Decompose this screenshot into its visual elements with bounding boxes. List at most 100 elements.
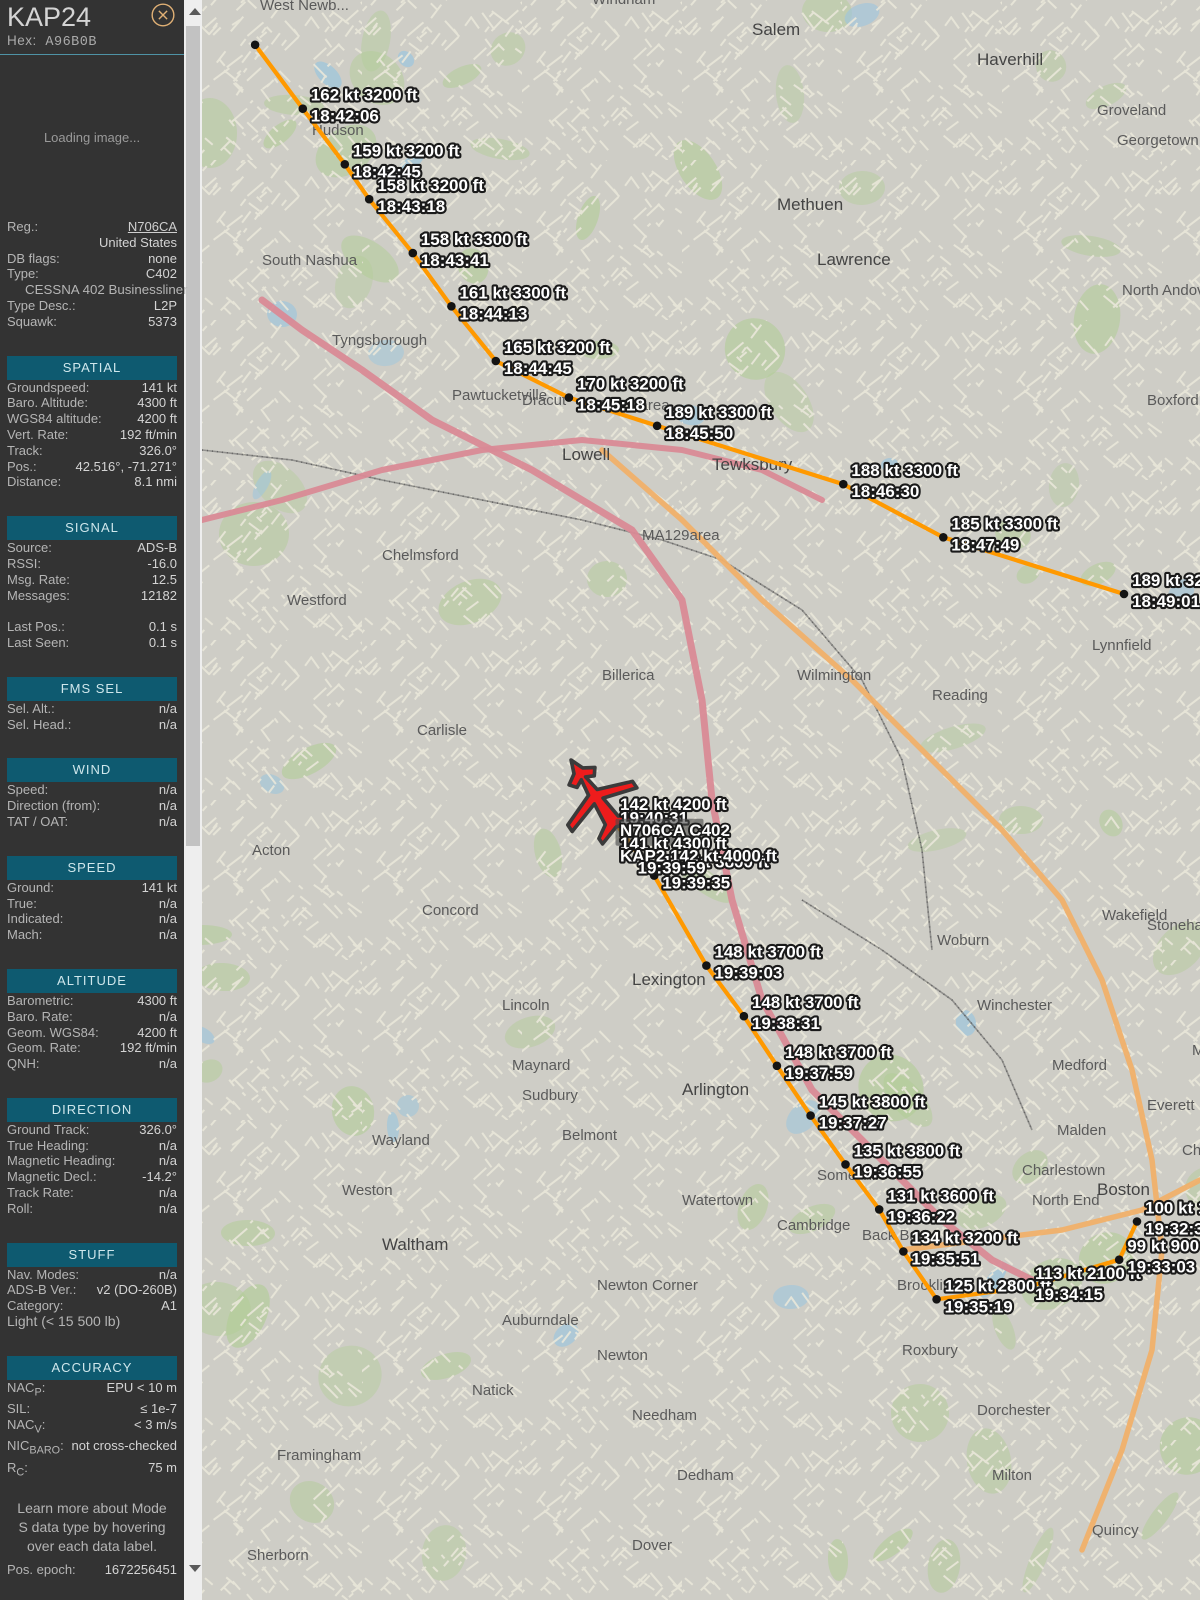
svg-text:Lexington: Lexington — [632, 970, 706, 989]
svg-text:165 kt 3200 ft: 165 kt 3200 ft — [504, 338, 611, 357]
svg-text:South Nashua: South Nashua — [262, 252, 358, 269]
svg-text:188 kt 3300 ft: 188 kt 3300 ft — [851, 461, 958, 480]
svg-text:Sudbury: Sudbury — [522, 1087, 578, 1104]
svg-text:170 kt 3200 ft: 170 kt 3200 ft — [577, 375, 684, 394]
svg-text:19:32:30: 19:32:30 — [1145, 1220, 1200, 1239]
svg-text:19:37:27: 19:37:27 — [819, 1114, 887, 1133]
svg-text:Weston: Weston — [342, 1182, 393, 1199]
svg-text:Natick: Natick — [472, 1382, 514, 1399]
svg-text:Boston: Boston — [1097, 1180, 1150, 1199]
svg-text:Charlestown: Charlestown — [1022, 1162, 1105, 1179]
svg-text:19:38:31: 19:38:31 — [752, 1014, 820, 1033]
svg-text:19:34:15: 19:34:15 — [1035, 1285, 1103, 1304]
svg-text:Cambridge: Cambridge — [777, 1217, 850, 1234]
svg-text:Lawrence: Lawrence — [817, 250, 891, 269]
svg-text:Newton Corner: Newton Corner — [597, 1277, 698, 1294]
svg-text:Chelsea: Chelsea — [1182, 1142, 1200, 1159]
svg-text:Maynard: Maynard — [512, 1057, 570, 1074]
svg-text:Auburndale: Auburndale — [502, 1312, 579, 1329]
svg-text:159 kt 3200 ft: 159 kt 3200 ft — [353, 141, 460, 160]
svg-text:Sherborn: Sherborn — [247, 1547, 309, 1564]
svg-text:Concord: Concord — [422, 902, 479, 919]
svg-text:185 kt 3300 ft: 185 kt 3300 ft — [951, 514, 1058, 533]
svg-text:158 kt 3200 ft: 158 kt 3200 ft — [377, 176, 484, 195]
svg-text:19:35:19: 19:35:19 — [945, 1297, 1013, 1316]
svg-text:100 kt 1000 ft: 100 kt 1000 ft — [1145, 1199, 1200, 1218]
svg-text:19:33:03: 19:33:03 — [1127, 1258, 1195, 1277]
svg-text:Quincy: Quincy — [1092, 1522, 1139, 1539]
svg-text:Lincoln: Lincoln — [502, 997, 550, 1014]
svg-text:Reading: Reading — [932, 687, 988, 704]
svg-text:North Andover: North Andover — [1122, 282, 1200, 299]
svg-text:18:47:49: 18:47:49 — [951, 535, 1019, 554]
svg-text:189 kt 3300 ft: 189 kt 3300 ft — [665, 403, 772, 422]
svg-text:Acton: Acton — [252, 842, 290, 859]
svg-text:18:46:30: 18:46:30 — [851, 482, 919, 501]
svg-text:162 kt 3200 ft: 162 kt 3200 ft — [311, 86, 418, 105]
svg-text:19:39:59: 19:39:59 — [638, 859, 706, 878]
svg-text:Roxbury: Roxbury — [902, 1342, 958, 1359]
svg-text:Waltham: Waltham — [382, 1235, 448, 1254]
svg-text:148 kt 3700 ft: 148 kt 3700 ft — [785, 1043, 892, 1062]
svg-text:Dover: Dover — [632, 1537, 672, 1554]
svg-text:99 kt 900 ft: 99 kt 900 ft — [1127, 1237, 1200, 1256]
svg-text:Groveland: Groveland — [1097, 102, 1166, 119]
svg-text:MA129area: MA129area — [642, 527, 720, 544]
svg-text:Milton: Milton — [992, 1467, 1032, 1484]
svg-text:18:43:18: 18:43:18 — [377, 197, 445, 216]
svg-text:Tyngsborough: Tyngsborough — [332, 332, 427, 349]
svg-text:Everett: Everett — [1147, 1097, 1195, 1114]
svg-text:18:49:01: 18:49:01 — [1132, 592, 1200, 611]
svg-text:Arlington: Arlington — [682, 1080, 749, 1099]
svg-text:19:37:59: 19:37:59 — [785, 1064, 853, 1083]
svg-text:19:35:51: 19:35:51 — [911, 1250, 979, 1269]
svg-text:18:43:41: 18:43:41 — [421, 251, 489, 270]
svg-text:19:39:03: 19:39:03 — [714, 964, 782, 983]
svg-text:134 kt 3200 ft: 134 kt 3200 ft — [911, 1229, 1018, 1248]
svg-text:Dedham: Dedham — [677, 1467, 734, 1484]
svg-text:18:45:18: 18:45:18 — [577, 396, 645, 415]
svg-text:158 kt 3300 ft: 158 kt 3300 ft — [421, 230, 528, 249]
svg-text:Newton: Newton — [597, 1347, 648, 1364]
svg-text:Needham: Needham — [632, 1407, 697, 1424]
svg-text:Lynnfield: Lynnfield — [1092, 637, 1152, 654]
svg-text:131 kt 3600 ft: 131 kt 3600 ft — [887, 1186, 994, 1205]
svg-text:Chelmsford: Chelmsford — [382, 547, 459, 564]
svg-text:Windham: Windham — [592, 0, 655, 8]
svg-text:19:36:22: 19:36:22 — [887, 1207, 955, 1226]
svg-text:161 kt 3300 ft: 161 kt 3300 ft — [459, 283, 566, 302]
svg-text:18:42:06: 18:42:06 — [311, 107, 379, 126]
svg-text:Malden: Malden — [1057, 1122, 1106, 1139]
svg-text:Stoneham: Stoneham — [1147, 917, 1200, 934]
svg-text:Boxford: Boxford — [1147, 392, 1199, 409]
svg-text:Billerica: Billerica — [602, 667, 655, 684]
svg-text:Haverhill: Haverhill — [977, 50, 1043, 69]
svg-text:Carlisle: Carlisle — [417, 722, 467, 739]
svg-text:Woburn: Woburn — [937, 932, 989, 949]
svg-text:Salem: Salem — [752, 20, 800, 39]
svg-text:Pawtucketville: Pawtucketville — [452, 387, 547, 404]
svg-text:Dorchester: Dorchester — [977, 1402, 1050, 1419]
svg-text:Framingham: Framingham — [277, 1447, 361, 1464]
svg-text:135 kt 3800 ft: 135 kt 3800 ft — [854, 1141, 961, 1160]
svg-text:19:36:55: 19:36:55 — [854, 1162, 922, 1181]
svg-text:Methuen: Methuen — [777, 195, 843, 214]
svg-text:113 kt 2100 ft: 113 kt 2100 ft — [1035, 1264, 1141, 1283]
svg-text:Belmont: Belmont — [562, 1127, 618, 1144]
svg-text:Westford: Westford — [287, 592, 347, 609]
svg-text:189 kt 3200 ft: 189 kt 3200 ft — [1132, 571, 1200, 590]
svg-text:Winchester: Winchester — [977, 997, 1052, 1014]
svg-text:Wilmington: Wilmington — [797, 667, 871, 684]
svg-text:West Newb...: West Newb... — [260, 0, 349, 14]
svg-text:Georgetown: Georgetown — [1117, 132, 1199, 149]
svg-text:Watertown: Watertown — [682, 1192, 753, 1209]
svg-text:Medford: Medford — [1052, 1057, 1107, 1074]
svg-text:Lowell: Lowell — [562, 445, 610, 464]
svg-text:18:45:50: 18:45:50 — [665, 424, 733, 443]
svg-text:148 kt 3700 ft: 148 kt 3700 ft — [714, 943, 821, 962]
svg-text:North End: North End — [1032, 1192, 1100, 1209]
svg-text:148 kt 3700 ft: 148 kt 3700 ft — [752, 993, 859, 1012]
svg-text:Melrose: Melrose — [1192, 1042, 1200, 1059]
svg-text:145 kt 3800 ft: 145 kt 3800 ft — [819, 1093, 926, 1112]
svg-text:18:44:13: 18:44:13 — [459, 304, 527, 323]
